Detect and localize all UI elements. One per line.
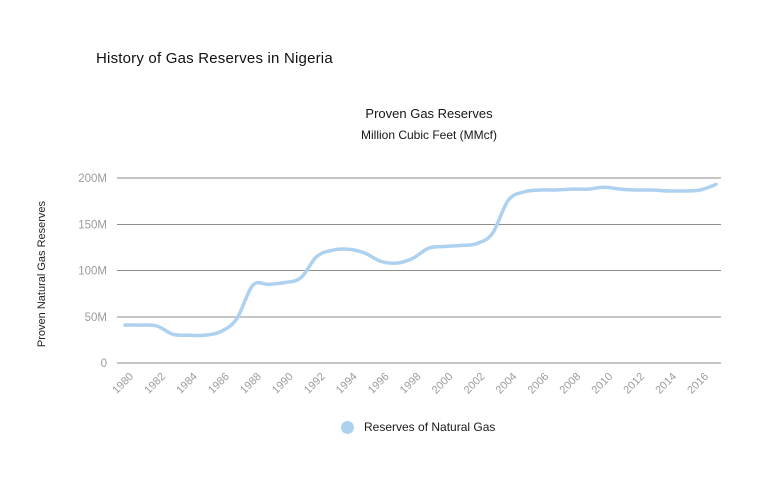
series-line-reserves (123, 182, 718, 338)
x-tick-label: 2006 (526, 371, 552, 397)
x-tick-label: 1980 (110, 371, 136, 397)
x-tick-label: 1988 (238, 371, 264, 397)
x-tick-label: 2002 (462, 371, 488, 397)
y-tick-label: 100M (78, 266, 107, 278)
x-tick-label: 2010 (589, 371, 615, 397)
y-tick-label: 50M (85, 312, 107, 324)
x-tick-label: 1994 (334, 371, 360, 397)
x-tick-label: 1992 (302, 371, 328, 397)
chart-title: Proven Gas Reserves (365, 106, 493, 121)
x-tick-label: 1996 (366, 371, 392, 397)
x-tick-label: 2004 (494, 371, 520, 397)
legend-label: Reserves of Natural Gas (364, 420, 496, 434)
x-tick-label: 1998 (398, 371, 424, 397)
x-tick-label: 2008 (558, 371, 584, 397)
chart-subtitle: Million Cubic Feet (MMcf) (360, 128, 498, 142)
page-title: History of Gas Reserves in Nigeria (96, 50, 333, 67)
x-tick-label: 1986 (206, 371, 232, 397)
x-tick-label: 2000 (430, 371, 456, 397)
x-tick-label: 1984 (174, 371, 200, 397)
y-tick-label: 200M (78, 173, 107, 185)
legend-marker-circle (341, 420, 354, 434)
x-tick-label: 2016 (685, 371, 711, 397)
legend: Reserves of Natural Gas (341, 420, 495, 434)
x-tick-label: 2012 (621, 371, 647, 397)
x-tick-label: 2014 (653, 371, 679, 397)
x-tick-label: 1982 (142, 371, 168, 397)
y-tick-label: 0 (101, 358, 107, 370)
y-tick-label: 150M (78, 219, 107, 231)
x-tick-label: 1990 (270, 371, 296, 397)
